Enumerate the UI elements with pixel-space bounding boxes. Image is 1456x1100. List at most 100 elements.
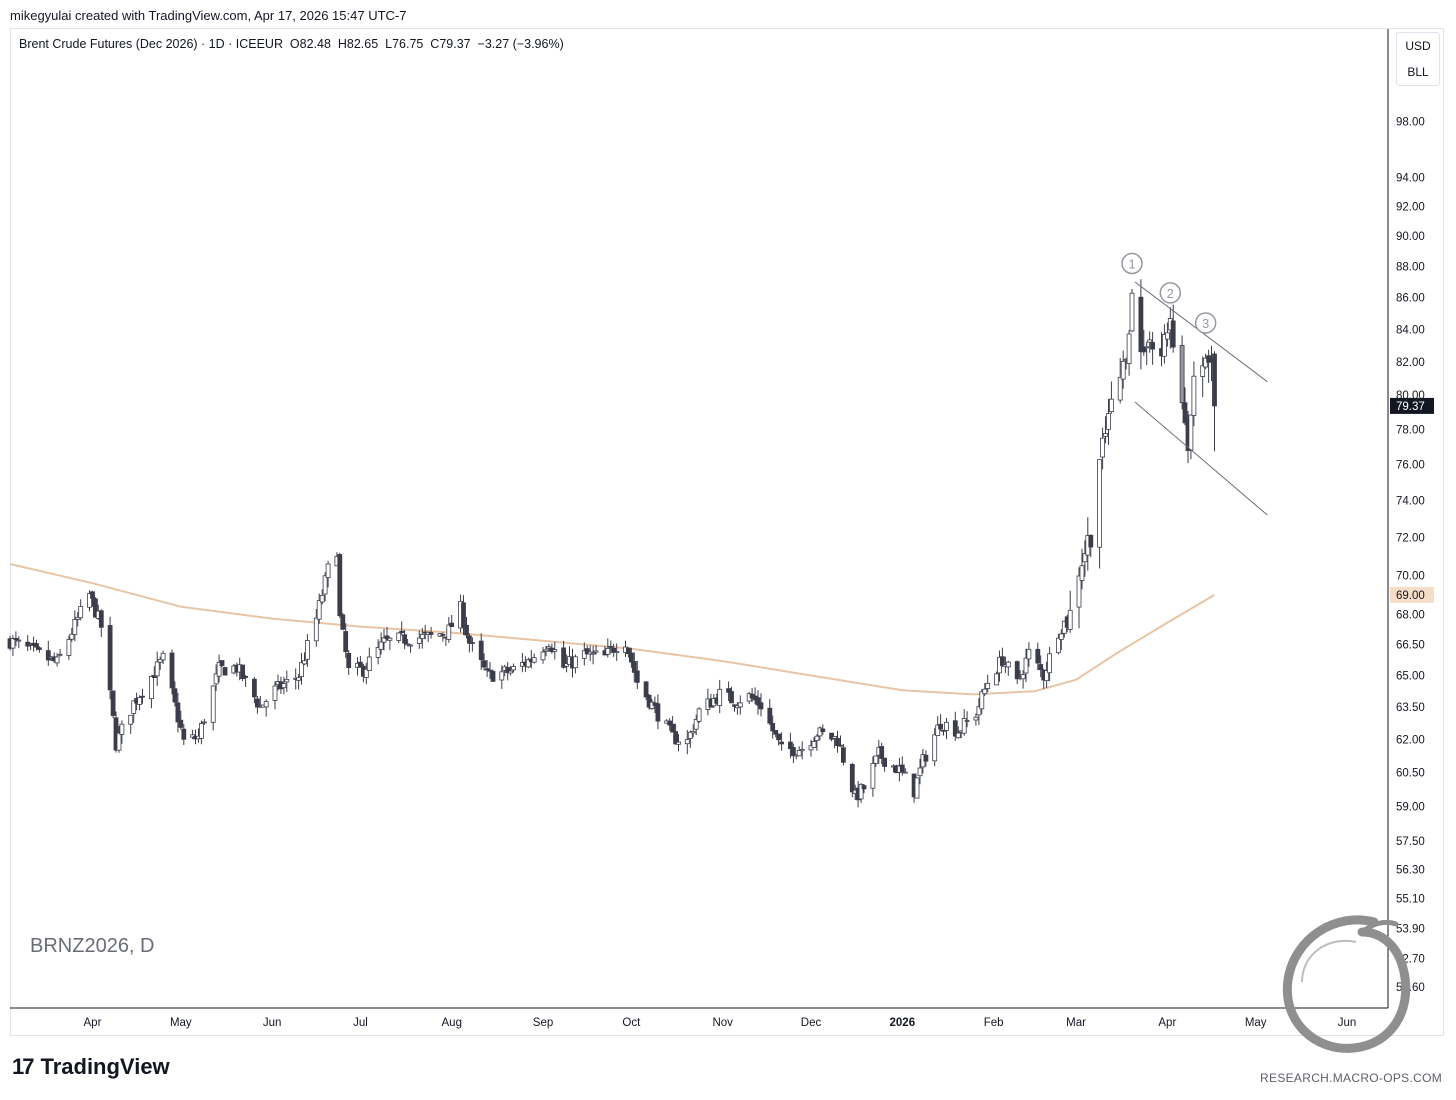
candle-body bbox=[655, 703, 661, 722]
unit-selector[interactable]: USD BLL bbox=[1396, 32, 1440, 86]
y-tick-label: 90.00 bbox=[1396, 231, 1425, 243]
candle-body bbox=[66, 639, 72, 656]
swing-marker-circle bbox=[1121, 252, 1143, 275]
candle-body bbox=[213, 673, 219, 685]
y-tick-label: 94.00 bbox=[1396, 173, 1425, 185]
y-tick-label: 78.00 bbox=[1396, 424, 1425, 436]
candle-body bbox=[505, 667, 511, 673]
candle-body bbox=[796, 750, 802, 757]
candle-body bbox=[676, 741, 681, 745]
candle-body bbox=[1038, 664, 1044, 670]
x-tick-label: Nov bbox=[712, 1017, 733, 1029]
y-tick-label: 62.00 bbox=[1396, 734, 1425, 746]
candle-body bbox=[169, 652, 175, 689]
candle-body bbox=[696, 708, 702, 722]
y-tick-label: 57.50 bbox=[1396, 836, 1425, 848]
candle-body bbox=[690, 731, 696, 734]
candle-body bbox=[481, 660, 487, 668]
candle-body bbox=[631, 661, 637, 673]
candle-body bbox=[87, 593, 92, 608]
x-tick-label: Aug bbox=[442, 1017, 462, 1029]
candle-body bbox=[561, 647, 566, 668]
candle-body bbox=[110, 690, 116, 716]
x-tick-label: May bbox=[1245, 1017, 1267, 1029]
candle-body bbox=[1182, 402, 1188, 424]
candle-body bbox=[1044, 670, 1049, 682]
currency-label: USD bbox=[1405, 39, 1431, 53]
candle-body bbox=[687, 731, 693, 739]
candle-body bbox=[419, 633, 425, 639]
x-tick-label: Jul bbox=[353, 1017, 368, 1029]
candle-body bbox=[755, 697, 761, 706]
candle-body bbox=[219, 660, 225, 666]
x-tick-label: Sep bbox=[533, 1017, 553, 1029]
candle-body bbox=[190, 734, 196, 738]
y-tick-label: 66.50 bbox=[1396, 640, 1425, 652]
candle-body bbox=[484, 668, 490, 671]
candle-body bbox=[964, 720, 970, 722]
candle-body bbox=[1067, 609, 1073, 630]
candle-body bbox=[525, 659, 531, 668]
y-tick-label: 84.00 bbox=[1396, 324, 1425, 336]
candle-body bbox=[198, 723, 204, 739]
candle-body bbox=[346, 653, 352, 669]
candle-body bbox=[210, 685, 216, 723]
candle-body bbox=[684, 739, 690, 745]
candle-body bbox=[1005, 661, 1011, 668]
y-tick-label: 59.00 bbox=[1396, 801, 1425, 813]
candle-body bbox=[902, 771, 908, 774]
candle-body bbox=[899, 764, 905, 773]
last-price-label: 79.37 bbox=[1396, 401, 1425, 413]
chart-caption: mikegyulai created with TradingView.com,… bbox=[10, 8, 407, 23]
candle-body bbox=[240, 664, 246, 679]
candle-body bbox=[116, 732, 122, 751]
candle-body bbox=[629, 652, 634, 663]
candle-body bbox=[478, 640, 484, 661]
candle-body bbox=[811, 741, 817, 748]
candle-body bbox=[384, 635, 390, 640]
candle-body bbox=[251, 678, 257, 698]
x-tick-label: Jun bbox=[263, 1017, 282, 1029]
candle-body bbox=[57, 653, 63, 656]
candle-body bbox=[75, 616, 81, 620]
candle-body bbox=[590, 652, 596, 655]
candle-body bbox=[78, 606, 84, 619]
candle-body bbox=[1082, 553, 1088, 563]
candle-body bbox=[363, 668, 369, 678]
y-tick-label: 65.00 bbox=[1396, 671, 1425, 683]
x-tick-label: May bbox=[170, 1017, 192, 1029]
candle-body bbox=[337, 554, 343, 617]
candle-body bbox=[216, 662, 222, 677]
candle-body bbox=[717, 688, 723, 706]
candle-body bbox=[263, 701, 269, 708]
symbol-legend: Brent Crude Futures (Dec 2026) · 1D · IC… bbox=[19, 37, 564, 51]
candle-body bbox=[838, 744, 843, 747]
candle-body bbox=[820, 728, 826, 733]
candle-body bbox=[646, 694, 652, 708]
candle-body bbox=[1014, 661, 1020, 680]
chart-frame bbox=[10, 28, 1444, 1036]
moving-average-value-label: 69.00 bbox=[1396, 590, 1425, 602]
candle-body bbox=[614, 651, 620, 653]
candle-body bbox=[399, 630, 405, 634]
channel-lower-line bbox=[1134, 401, 1268, 516]
tradingview-logo[interactable]: 17 TradingView bbox=[12, 1054, 170, 1080]
source-credit: RESEARCH.MACRO-OPS.COM bbox=[1260, 1071, 1442, 1085]
candle-body bbox=[296, 677, 302, 681]
candle-body bbox=[667, 720, 673, 726]
candle-body bbox=[799, 749, 805, 752]
candle-body bbox=[1020, 674, 1026, 680]
candle-body bbox=[779, 741, 784, 745]
candle-body bbox=[611, 648, 617, 653]
candle-body bbox=[508, 670, 514, 674]
candle-body bbox=[879, 746, 885, 759]
candle-body bbox=[54, 656, 60, 664]
candle-body bbox=[357, 661, 363, 668]
candle-body bbox=[608, 646, 614, 648]
time-scale: Apr May Jun Jul Aug Sep Oct Nov Dec 2026 Feb Mar Apr… bbox=[84, 1017, 1357, 1029]
candle-body bbox=[1191, 375, 1197, 416]
swing-marker-label: 3 bbox=[1202, 316, 1209, 331]
candle-body bbox=[923, 754, 929, 762]
candle-body bbox=[72, 619, 78, 635]
